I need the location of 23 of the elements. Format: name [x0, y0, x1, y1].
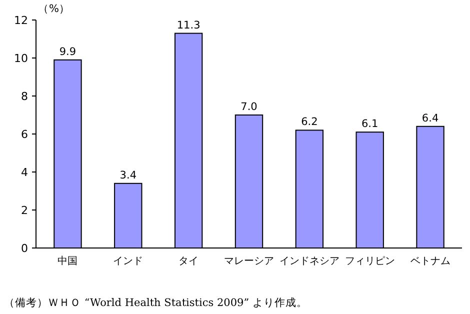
x-tick-label: インドネシア — [279, 256, 340, 267]
y-tick-label: 0 — [21, 242, 28, 255]
x-tick-label: ベトナム — [410, 256, 450, 267]
y-tick-label: 10 — [14, 52, 28, 65]
x-tick-label: フィリピン — [344, 256, 395, 267]
y-tick-label: 2 — [21, 204, 28, 217]
data-label: 6.1 — [362, 118, 378, 130]
data-label: 6.2 — [301, 116, 318, 128]
x-tick-label: インド — [113, 256, 144, 267]
x-tick-label: 中国 — [58, 255, 78, 267]
y-axis-title: （%） — [38, 3, 70, 15]
y-tick-label: 8 — [21, 90, 28, 103]
data-label: 7.0 — [240, 101, 258, 113]
text: （備考）ＷＨＯ “World Health Statistics 2009” より作成。 — [4, 296, 308, 309]
data-label: 3.4 — [120, 169, 137, 182]
x-tick-label: タイ — [178, 256, 199, 267]
y-tick-label: 4 — [21, 166, 28, 179]
y-tick-label: 6 — [21, 128, 28, 141]
data-label: 9.9 — [59, 46, 76, 58]
y-tick-label: 12 — [14, 14, 28, 27]
x-tick-label: マレーシア — [224, 256, 274, 267]
data-label: 11.3 — [176, 19, 200, 32]
data-label: 6.4 — [422, 112, 439, 124]
